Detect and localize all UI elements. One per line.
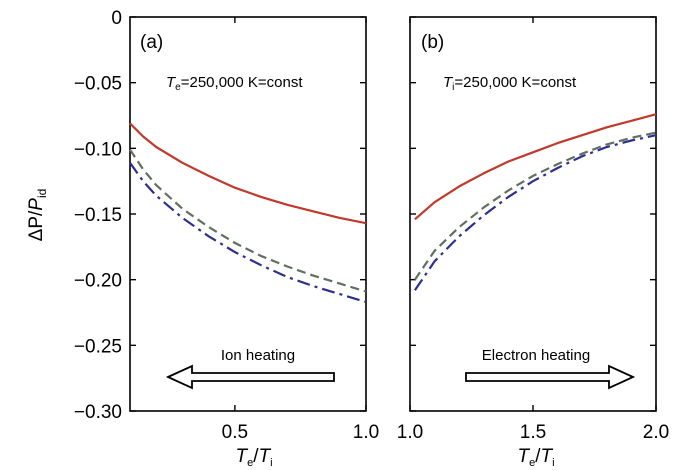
panel-a-annotation-t: T [166, 74, 177, 91]
panel-b-label: (b) [421, 32, 444, 53]
panel-b-xlabel-s1: e [529, 457, 535, 469]
panel-b-x-tick-label: 2.0 [643, 422, 669, 443]
y-tick-label: −0.30 [74, 402, 122, 423]
panel-b-xlabel-slash: / [535, 446, 541, 467]
panel-a-xlabel-t2: T [258, 446, 271, 467]
y-axis-label: ΔP/Pid [26, 189, 49, 242]
panel-b-annotation-rest: =250,000 K=const [454, 74, 577, 91]
panel-a-x-tick-label: 1.0 [353, 422, 379, 443]
electron-heating-label: Electron heating [482, 347, 590, 364]
y-axis-label-sub: id [35, 189, 49, 198]
panel-b-xlabel-s2: i [552, 457, 554, 469]
electron-heating-arrow [465, 364, 636, 390]
panel-a-series-dashdot-line [129, 162, 367, 304]
y-tick-label: −0.20 [74, 271, 122, 292]
panel-a-label: (a) [140, 32, 163, 53]
panel-a-annotation-sub: e [175, 82, 181, 93]
panel-a-xlabel-s1: e [247, 457, 253, 469]
y-tick-label: −0.15 [74, 205, 122, 226]
panel-a-series-solid-line [129, 122, 367, 225]
panel-a-xlabel-t1: T [235, 446, 248, 467]
panel-a-x-ticks: 0.5 1.0 [222, 17, 379, 443]
y-tick-label: 0 [111, 8, 122, 29]
panel-b-y-ticks [410, 16, 656, 412]
panel-a: 0 −0.05 −0.10 −0.15 −0.20 −0.25 −0.30 0.5 1.0 (… [74, 8, 379, 469]
panel-b: 1.0 1.5 2.0 (b) Ti=250,000 K=const Electro… [397, 16, 669, 469]
panel-a-xlabel-s2: i [270, 457, 272, 469]
panel-a-x-tick-label: 0.5 [222, 422, 248, 443]
panel-b-annotation-sub: i [452, 82, 454, 93]
ion-heating-arrow [165, 364, 335, 390]
panel-b-series-dashdot-line [413, 134, 657, 291]
panel-a-series [129, 122, 367, 304]
panel-b-x-ticks: 1.0 1.5 2.0 [397, 17, 669, 443]
panel-a-annotation: Te=250,000 K=const [166, 74, 303, 93]
panel-a-y-ticks: 0 −0.05 −0.10 −0.15 −0.20 −0.25 −0.30 [74, 8, 366, 423]
panel-b-series-dashed-line [413, 131, 657, 281]
panel-b-series [413, 113, 657, 291]
y-tick-label: −0.05 [74, 74, 122, 95]
y-tick-label: −0.25 [74, 336, 122, 357]
ion-heating-label: Ion heating [221, 347, 295, 364]
panel-b-annotation-t: T [443, 74, 454, 91]
panel-b-series-solid-line [414, 113, 657, 221]
y-tick-label: −0.10 [74, 139, 122, 160]
panel-b-x-tick-label: 1.5 [520, 422, 546, 443]
panel-b-xlabel-t2: T [540, 446, 553, 467]
y-axis-label-delta: ΔP [26, 216, 47, 241]
y-axis-label-p: P [26, 198, 47, 211]
panel-a-annotation-rest: =250,000 K=const [181, 74, 304, 91]
y-axis-label-slash: / [26, 210, 47, 216]
panel-b-x-tick-label: 1.0 [397, 422, 423, 443]
panel-a-x-axis-label: Te/Ti [235, 446, 272, 469]
panel-b-x-axis-label: Te/Ti [517, 446, 554, 469]
panel-b-xlabel-t1: T [517, 446, 530, 467]
panel-a-xlabel-slash: / [253, 446, 259, 467]
panel-a-series-dashed-line [129, 148, 367, 293]
panel-b-annotation: Ti=250,000 K=const [443, 74, 577, 93]
